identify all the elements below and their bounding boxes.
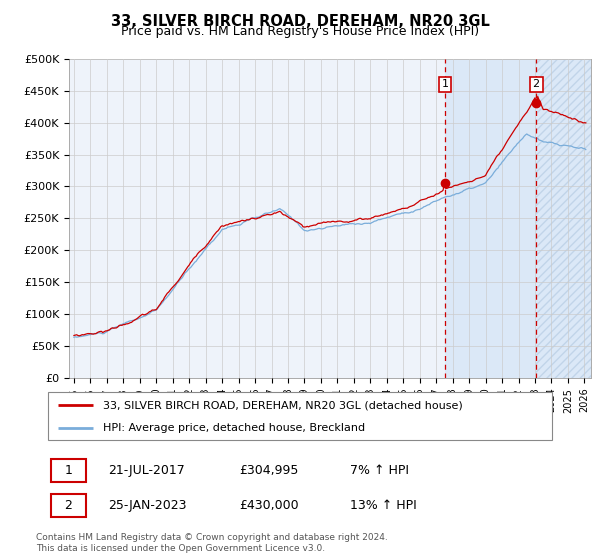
Text: 1: 1 (442, 80, 449, 90)
Text: 13% ↑ HPI: 13% ↑ HPI (350, 499, 417, 512)
Text: 21-JUL-2017: 21-JUL-2017 (109, 464, 185, 477)
Bar (445, 59, 593, 378)
Text: Price paid vs. HM Land Registry's House Price Index (HPI): Price paid vs. HM Land Registry's House … (121, 25, 479, 38)
Text: 2: 2 (533, 80, 540, 90)
Text: £304,995: £304,995 (239, 464, 299, 477)
Text: 1: 1 (64, 464, 72, 477)
Text: 7% ↑ HPI: 7% ↑ HPI (350, 464, 409, 477)
FancyBboxPatch shape (50, 494, 86, 517)
Text: £430,000: £430,000 (239, 499, 299, 512)
Text: 33, SILVER BIRCH ROAD, DEREHAM, NR20 3GL (detached house): 33, SILVER BIRCH ROAD, DEREHAM, NR20 3GL… (103, 400, 463, 410)
Text: Contains HM Land Registry data © Crown copyright and database right 2024.
This d: Contains HM Land Registry data © Crown c… (36, 533, 388, 553)
Text: 25-JAN-2023: 25-JAN-2023 (109, 499, 187, 512)
FancyBboxPatch shape (50, 459, 86, 482)
Text: 2: 2 (64, 499, 72, 512)
FancyBboxPatch shape (48, 392, 552, 440)
Bar (536, 59, 593, 378)
Text: 33, SILVER BIRCH ROAD, DEREHAM, NR20 3GL: 33, SILVER BIRCH ROAD, DEREHAM, NR20 3GL (110, 14, 490, 29)
Text: HPI: Average price, detached house, Breckland: HPI: Average price, detached house, Brec… (103, 423, 365, 433)
